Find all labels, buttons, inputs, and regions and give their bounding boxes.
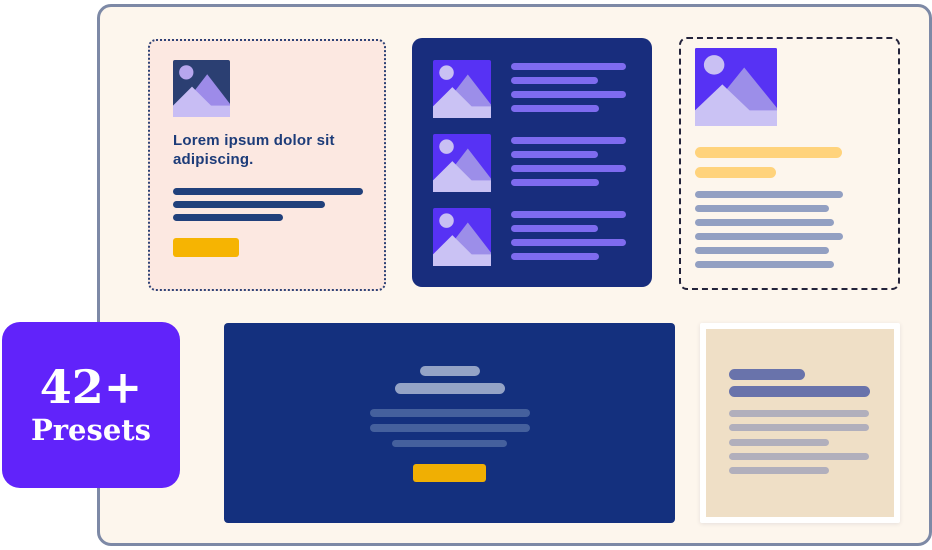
skeleton-line [511, 105, 599, 112]
skeleton-line [695, 191, 843, 198]
preset-card-text[interactable]: Lorem ipsum dolor sit adipiscing. [148, 39, 386, 291]
skeleton-line [419, 366, 480, 376]
skeleton-line [369, 409, 530, 417]
image-placeholder-icon [433, 134, 491, 192]
skeleton-line [173, 188, 363, 195]
card-heading: Lorem ipsum dolor sit adipiscing. [173, 132, 335, 168]
skeleton-lines [511, 60, 626, 118]
media-row [433, 134, 652, 192]
skeleton-line [511, 151, 598, 158]
skeleton-line [729, 386, 870, 397]
skeleton-line [729, 453, 869, 460]
skeleton-lines [695, 191, 898, 268]
skeleton-line [729, 369, 805, 380]
presets-label: Presets [30, 413, 152, 447]
skeleton-lines [511, 208, 626, 266]
skeleton-lines [729, 410, 894, 474]
skeleton-line [173, 214, 283, 221]
skeleton-line [729, 439, 829, 446]
skeleton-line [511, 239, 626, 246]
presets-count: 42+ [39, 360, 143, 414]
button-placeholder [173, 238, 239, 257]
skeleton-line [695, 167, 776, 178]
skeleton-lines-title [729, 369, 894, 397]
image-placeholder-icon [433, 60, 491, 118]
preset-card-document[interactable] [700, 323, 900, 523]
skeleton-line [173, 201, 325, 208]
skeleton-line [394, 383, 505, 394]
media-row [433, 208, 652, 266]
preset-card-hero[interactable] [224, 323, 675, 523]
button-placeholder [413, 464, 486, 482]
skeleton-line [695, 205, 829, 212]
skeleton-line [729, 467, 829, 474]
skeleton-line [511, 77, 598, 84]
presets-count-badge: 42+ Presets [2, 322, 180, 488]
image-placeholder-icon [695, 48, 777, 126]
image-placeholder-icon [173, 60, 230, 117]
skeleton-line [511, 179, 599, 186]
skeleton-line [511, 225, 598, 232]
skeleton-line [511, 63, 626, 70]
skeleton-line [695, 219, 834, 226]
skeleton-line [695, 247, 829, 254]
document-page [706, 329, 894, 517]
skeleton-line [511, 211, 626, 218]
skeleton-line [511, 137, 626, 144]
skeleton-line [511, 253, 599, 260]
skeleton-line [695, 261, 834, 268]
skeleton-lines [369, 366, 530, 447]
preset-card-article[interactable] [679, 37, 900, 290]
skeleton-line [695, 147, 842, 158]
skeleton-line [695, 233, 843, 240]
skeleton-line [392, 440, 507, 447]
skeleton-lines [173, 188, 384, 221]
skeleton-line [369, 424, 530, 432]
skeleton-lines-highlight [695, 147, 898, 178]
skeleton-line [729, 424, 869, 431]
preset-card-media-list[interactable] [412, 38, 652, 287]
skeleton-line [729, 410, 869, 417]
media-row [433, 60, 652, 118]
skeleton-line [511, 165, 626, 172]
image-placeholder-icon [433, 208, 491, 266]
skeleton-lines [511, 134, 626, 192]
skeleton-line [511, 91, 626, 98]
